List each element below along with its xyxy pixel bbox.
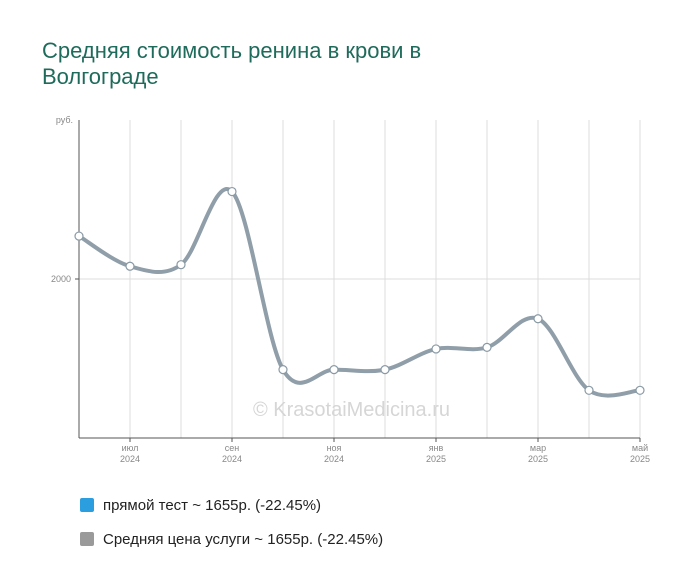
data-point bbox=[176, 260, 186, 270]
data-point bbox=[380, 365, 390, 375]
x-tick-label: янв bbox=[429, 443, 444, 453]
legend-swatch-direct-test bbox=[80, 498, 94, 512]
y-axis-unit-label: руб. bbox=[56, 115, 73, 125]
data-point bbox=[635, 385, 645, 395]
x-tick-label: ноя bbox=[327, 443, 342, 453]
data-point bbox=[533, 314, 543, 324]
legend: прямой тест ~ 1655р. (-22.45%) Средняя ц… bbox=[80, 488, 383, 556]
x-tick-label: июл bbox=[122, 443, 139, 453]
x-tick-label: май bbox=[632, 443, 648, 453]
data-point bbox=[125, 261, 135, 271]
x-tick-label: сен bbox=[225, 443, 240, 453]
series-line bbox=[77, 187, 642, 398]
data-point bbox=[482, 342, 492, 352]
watermark: © KrasotaiMedicina.ru bbox=[253, 399, 450, 421]
x-tick-label-year: 2025 bbox=[426, 454, 446, 464]
data-point bbox=[431, 344, 441, 354]
x-tick-label-year: 2024 bbox=[120, 454, 140, 464]
legend-label-direct-test: прямой тест ~ 1655р. (-22.45%) bbox=[103, 496, 322, 514]
x-tick-label-year: 2025 bbox=[630, 454, 650, 464]
legend-swatch-average-price bbox=[80, 532, 94, 546]
legend-item-average-price[interactable]: Средняя цена услуги ~ 1655р. (-22.45%) bbox=[80, 522, 383, 556]
data-point bbox=[329, 365, 339, 375]
data-point bbox=[584, 385, 594, 395]
x-tick-label-year: 2024 bbox=[222, 454, 242, 464]
x-tick-label-year: 2024 bbox=[324, 454, 344, 464]
x-tick-label: мар bbox=[530, 443, 546, 453]
legend-label-average-price: Средняя цена услуги ~ 1655р. (-22.45%) bbox=[103, 530, 384, 548]
data-point bbox=[74, 231, 84, 241]
legend-item-direct-test[interactable]: прямой тест ~ 1655р. (-22.45%) bbox=[80, 488, 383, 522]
x-tick-label-year: 2025 bbox=[528, 454, 548, 464]
y-tick-label: 2000 bbox=[51, 274, 71, 284]
data-point bbox=[278, 365, 288, 375]
data-point bbox=[227, 186, 237, 197]
chart-title: Средняя стоимость ренина в крови в Волго… bbox=[42, 38, 422, 89]
